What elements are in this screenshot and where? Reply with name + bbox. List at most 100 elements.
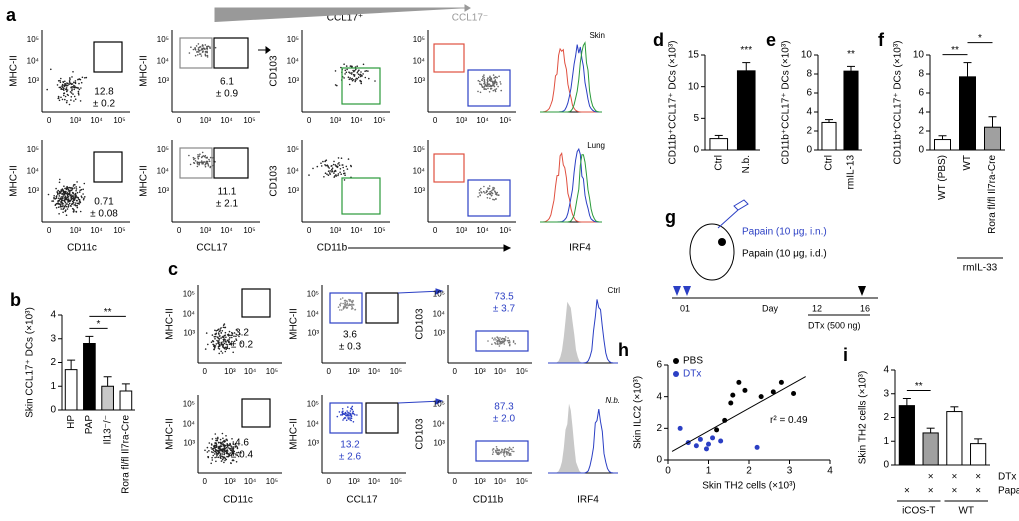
cell-dot <box>502 451 504 454</box>
gate-value: 73.5 <box>494 292 514 303</box>
cell-dot <box>223 449 225 451</box>
cell-dot <box>484 84 487 86</box>
cell-dot <box>223 339 225 342</box>
y-tick-label: 6 <box>806 88 812 99</box>
data-point <box>697 436 703 442</box>
cell-dot <box>78 82 80 85</box>
treatment-text: Papain (10 μg, i.d.) <box>742 249 827 260</box>
gate-error: ± 2.0 <box>493 414 516 425</box>
cell-dot <box>495 83 498 86</box>
cell-dot <box>232 448 234 450</box>
cell-dot <box>220 327 222 329</box>
cell-dot <box>503 449 506 452</box>
cell-dot <box>71 202 74 205</box>
row-label: Lung <box>587 141 605 150</box>
cell-dot <box>508 449 510 452</box>
cell-dot <box>225 336 227 339</box>
significance-label: ** <box>104 307 112 318</box>
cell-dot <box>69 78 71 80</box>
x-tick-label: 10⁵ <box>243 226 255 235</box>
cell-dot <box>236 452 238 454</box>
y-tick-label: 0 <box>50 405 56 416</box>
cell-dot <box>202 162 204 165</box>
cell-dot <box>507 341 510 344</box>
cell-dot <box>217 451 220 454</box>
x-tick-label: 10⁵ <box>516 367 528 376</box>
cell-dot <box>483 82 486 85</box>
cell-dot <box>215 330 218 332</box>
x-tick-label: 10³ <box>330 116 342 125</box>
cell-dot <box>76 86 78 89</box>
cell-dot <box>486 78 489 81</box>
cell-dot <box>338 411 341 413</box>
cell-dot <box>59 86 62 89</box>
cell-dot <box>222 345 224 348</box>
cell-dot <box>323 176 325 178</box>
cell-dot <box>229 343 232 345</box>
cell-dot <box>211 438 214 440</box>
cell-dot <box>337 163 339 165</box>
cell-dot <box>478 189 481 191</box>
cell-dot <box>231 446 233 448</box>
cell-dot <box>66 203 68 205</box>
cell-dot <box>222 326 225 329</box>
cell-dot <box>215 451 217 454</box>
cell-dot <box>228 330 231 333</box>
injection-marker <box>673 286 691 296</box>
cell-dot <box>237 455 240 458</box>
cell-dot <box>71 192 74 194</box>
cell-dot <box>59 178 61 181</box>
cell-dot <box>71 76 73 78</box>
cell-dot <box>65 87 68 89</box>
x-tick-label: 0 <box>326 367 331 376</box>
cell-dot <box>229 454 231 457</box>
cell-dot <box>345 165 348 168</box>
x-axis-title: CD11c <box>67 243 97 254</box>
panel-label: f <box>878 30 885 50</box>
y-tick-label: 4 <box>656 391 662 402</box>
cell-dot <box>204 44 207 46</box>
cell-dot <box>192 156 195 159</box>
cell-dot <box>231 336 233 339</box>
cell-dot <box>189 163 192 166</box>
cell-dot <box>329 173 332 175</box>
cell-dot <box>56 195 58 197</box>
y-tick-label: 10³ <box>27 186 39 195</box>
cell-dot <box>351 72 353 74</box>
cell-dot <box>215 437 217 440</box>
cell-dot <box>485 190 488 192</box>
cell-dot <box>499 337 501 339</box>
cell-dot <box>63 199 66 202</box>
cell-dot <box>486 193 489 196</box>
cell-dot <box>356 78 359 80</box>
y-tick-label: 10⁵ <box>27 145 39 154</box>
y-axis-title: Skin CCL17⁺ DCs (×10³) <box>25 307 36 418</box>
cell-dot <box>224 350 227 353</box>
cell-dot <box>62 199 64 202</box>
cell-dot <box>221 432 224 435</box>
x-tick-label: 10³ <box>474 477 486 486</box>
cell-dot <box>340 66 342 69</box>
y-tick-label: 10⁴ <box>157 166 170 175</box>
cell-dot <box>368 77 370 80</box>
cell-dot <box>220 448 222 451</box>
cell-dot <box>214 46 217 49</box>
cell-dot <box>73 187 76 189</box>
cell-dot <box>218 448 220 450</box>
cell-dot <box>219 438 222 441</box>
cell-dot <box>215 460 217 463</box>
treatment-text: Papain (10 μg, i.n.) <box>742 227 827 238</box>
y-tick-label: 2 <box>806 126 812 137</box>
histogram <box>540 47 602 113</box>
cell-dot <box>203 155 206 158</box>
cell-dot <box>188 52 191 54</box>
cell-dot <box>201 161 203 164</box>
cell-dot <box>214 450 217 453</box>
cell-dot <box>222 437 224 440</box>
cell-dot <box>497 194 500 196</box>
panel-label: g <box>665 207 676 227</box>
data-point <box>728 400 734 406</box>
cell-dot <box>320 162 322 164</box>
cell-dot <box>77 92 80 95</box>
cell-dot <box>201 151 204 154</box>
